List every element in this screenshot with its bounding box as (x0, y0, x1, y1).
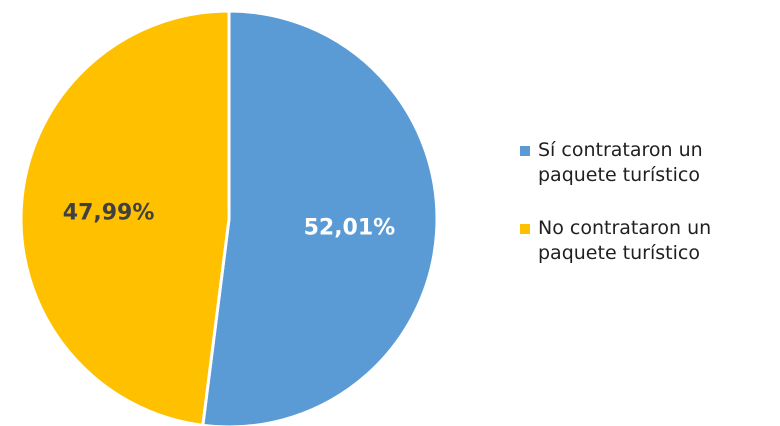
legend-swatch-si (520, 146, 530, 156)
slice-value-label-1: 47,99% (63, 200, 155, 225)
legend: Sí contrataron un paquete turístico No c… (520, 138, 778, 294)
pie-slice-0 (201, 9, 439, 426)
legend-label-si: Sí contrataron un paquete turístico (538, 139, 703, 186)
legend-item-si: Sí contrataron un paquete turístico (520, 138, 778, 188)
legend-label-no: No contrataron un paquete turístico (538, 217, 712, 264)
legend-swatch-no (520, 224, 530, 234)
pie-slice-1 (19, 9, 231, 426)
legend-item-no: No contrataron un paquete turístico (520, 216, 778, 266)
slice-value-label-0: 52,01% (304, 216, 396, 241)
